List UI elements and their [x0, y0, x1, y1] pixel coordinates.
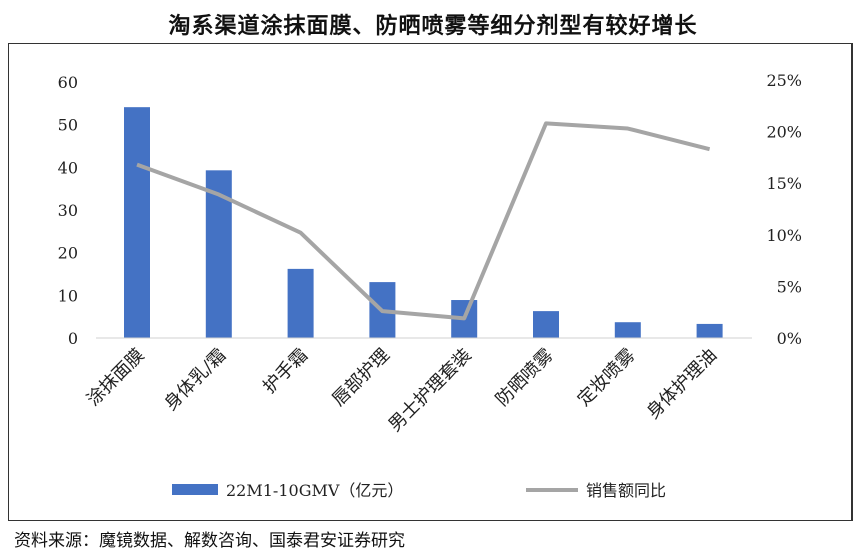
legend-line-label: 销售额同比 [586, 481, 666, 500]
bar [287, 268, 314, 338]
chart-frame [8, 43, 853, 521]
right-tick-label: 15% [766, 174, 802, 193]
bar [614, 322, 641, 338]
source-note: 资料来源：魔镜数据、解数咨询、国泰君安证券研究 [14, 531, 405, 551]
right-tick-label: 5% [777, 277, 802, 296]
right-tick-label: 10% [766, 226, 802, 245]
left-tick-label: 50 [58, 116, 78, 135]
category-label: 男士护理套装 [385, 345, 476, 436]
bar [533, 311, 559, 338]
category-label: 防晒喷雾 [492, 345, 558, 411]
left-tick-label: 30 [58, 201, 78, 220]
legend-bar-label: 22M1-10GMV（亿元） [226, 481, 403, 500]
left-tick-label: 20 [58, 244, 78, 263]
right-tick-label: 20% [766, 123, 802, 142]
category-label: 护手霜 [259, 345, 312, 398]
chart-title: 淘系渠道涂抹面膜、防晒喷雾等细分剂型有较好增长 [168, 13, 698, 39]
left-tick-label: 0 [68, 329, 78, 348]
category-label: 涂抹面膜 [83, 345, 149, 411]
right-tick-label: 25% [766, 71, 802, 90]
bar [124, 107, 150, 338]
left-tick-label: 60 [58, 73, 78, 92]
bar [696, 323, 723, 338]
legend-bar-swatch [172, 484, 218, 495]
category-label: 身体乳/霜 [160, 345, 230, 415]
category-label: 定妆喷雾 [574, 345, 640, 411]
left-tick-label: 10 [58, 286, 78, 305]
category-label: 唇部护理 [328, 345, 394, 411]
right-tick-label: 0% [777, 329, 802, 348]
left-tick-label: 40 [58, 158, 78, 177]
line-series [136, 121, 711, 321]
category-label: 身体护理油 [643, 345, 721, 423]
